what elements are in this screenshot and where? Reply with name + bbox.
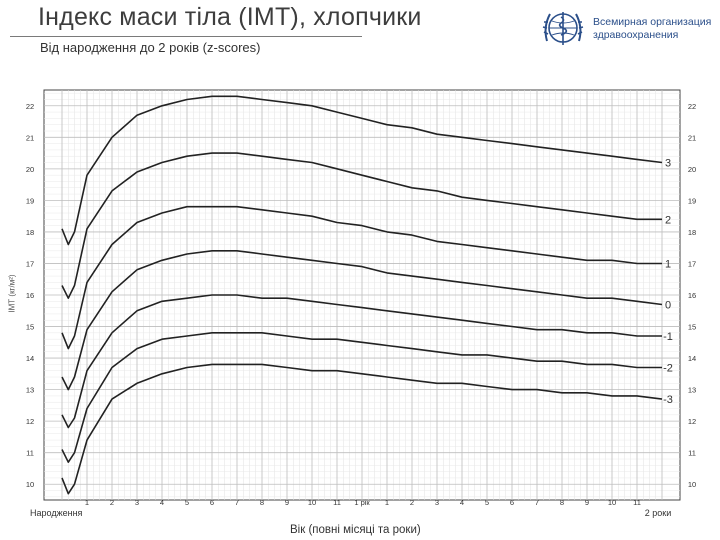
y-tick-label: 22 [688, 102, 696, 111]
who-emblem-icon [542, 12, 584, 45]
org-name-line1: Всемирная организация [593, 16, 712, 28]
y-tick-label: 22 [26, 102, 34, 111]
series-line-z0 [61, 250, 663, 391]
series-line-z3 [61, 95, 663, 246]
x-tick-label: Народження [30, 508, 83, 518]
y-tick-label: 16 [688, 291, 696, 300]
y-tick-label: 12 [688, 417, 696, 426]
y-tick-label: 19 [688, 196, 696, 205]
x-tick-label: 8 [260, 498, 264, 507]
y-tick-label: 11 [26, 449, 34, 458]
y-tick-label: 20 [688, 165, 696, 174]
y-tick-label: 16 [26, 291, 34, 300]
y-axis-left: 10 11 12 13 14 15 16 17 18 19 20 21 22 [26, 102, 34, 489]
page-subtitle: Від народження до 2 років (z-scores) [40, 40, 261, 55]
org-name-line2: здравоохранения [593, 29, 679, 41]
series-line-z-1 [61, 294, 662, 429]
x-tick-label: 7 [235, 498, 239, 507]
y-tick-label: 13 [688, 386, 696, 395]
y-axis-title: ІМТ (кг/м²) [2, 255, 22, 335]
x-tick-label: 3 [435, 498, 439, 507]
x-tick-label: 9 [585, 498, 589, 507]
y-tick-label: 17 [688, 259, 696, 268]
z-score-label: -3 [663, 394, 673, 406]
x-tick-label: 1 [85, 498, 89, 507]
title-divider [10, 36, 362, 37]
y-tick-label: 10 [26, 480, 34, 489]
x-tick-label: 6 [210, 498, 214, 507]
y-tick-label: 15 [26, 323, 34, 332]
y-tick-label: 13 [26, 386, 34, 395]
x-tick-label: 11 [633, 498, 641, 507]
series-line-z1 [61, 205, 662, 350]
y-tick-label: 12 [26, 417, 34, 426]
page-title: Індекс маси тіла (ІМТ), хлопчики [38, 3, 422, 31]
x-tick-label: 5 [185, 498, 189, 507]
y-tick-label: 21 [688, 133, 696, 142]
series-line-z-3 [61, 363, 663, 495]
y-axis-label: ІМТ (кг/м²) [7, 274, 17, 313]
x-tick-label: 2 [410, 498, 414, 507]
y-tick-label: 10 [688, 480, 696, 489]
x-tick-label: 2 [110, 498, 114, 507]
z-score-label: -1 [663, 331, 673, 343]
x-tick-label: 3 [135, 498, 139, 507]
org-name: Всемирная организация здравоохранения [593, 16, 711, 42]
x-tick-label: 4 [160, 498, 164, 507]
x-tick-label: 10 [308, 498, 316, 507]
y-tick-label: 11 [688, 449, 696, 458]
z-score-labels: 3 2 1 0 -1 -2 -3 [663, 158, 673, 407]
x-tick-label: 9 [285, 498, 289, 507]
y-tick-label: 21 [26, 133, 34, 142]
series-group [61, 95, 663, 495]
y-tick-label: 14 [688, 354, 696, 363]
z-score-label: -2 [663, 363, 673, 375]
y-tick-label: 14 [26, 354, 34, 363]
x-axis-title: Вік (повні місяці та роки) [290, 524, 421, 536]
y-tick-label: 17 [26, 259, 34, 268]
x-tick-label: 4 [460, 498, 464, 507]
y-tick-label: 18 [688, 228, 696, 237]
z-score-label: 1 [665, 258, 671, 270]
z-score-label: 3 [665, 158, 671, 170]
x-tick-label: 2 роки [645, 508, 671, 518]
x-tick-label: 6 [510, 498, 514, 507]
y-tick-label: 19 [26, 196, 34, 205]
y-tick-label: 20 [26, 165, 34, 174]
x-tick-label: 5 [485, 498, 489, 507]
series-line-z-2 [61, 332, 662, 463]
x-tick-label: 8 [560, 498, 564, 507]
x-tick-label: 1 [385, 498, 389, 507]
z-score-label: 0 [665, 299, 671, 311]
y-tick-label: 15 [688, 323, 696, 332]
y-tick-label: 18 [26, 228, 34, 237]
z-score-label: 2 [665, 214, 671, 226]
x-tick-label: 11 [333, 498, 341, 507]
x-tick-label: 10 [608, 498, 616, 507]
x-tick-label: 7 [535, 498, 539, 507]
y-axis-right: 10 11 12 13 14 15 16 17 18 19 20 21 22 [688, 102, 696, 489]
x-tick-label: 1 рік [354, 498, 370, 507]
series-line-z2 [61, 152, 662, 299]
